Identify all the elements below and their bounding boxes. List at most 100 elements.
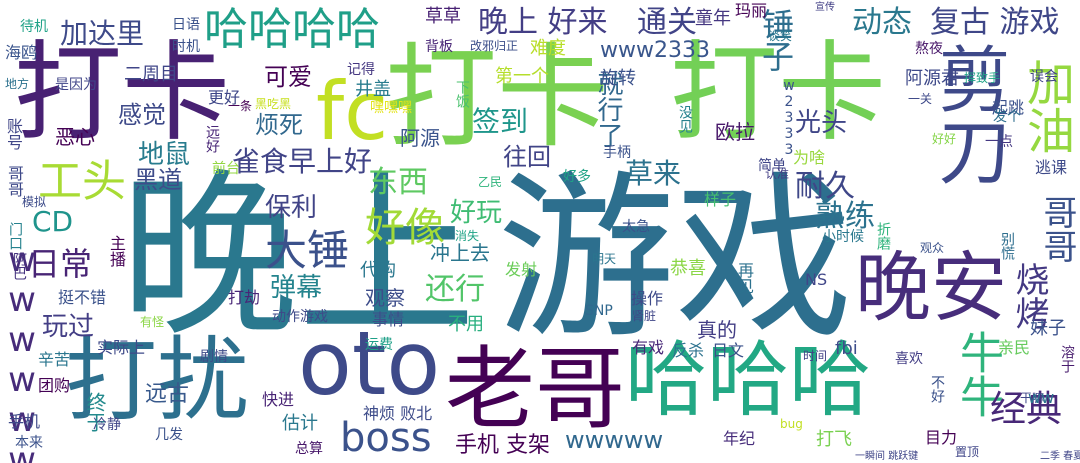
word: 草来 <box>625 157 682 190</box>
word: 样子 <box>704 190 737 209</box>
word: 神烦 败北 <box>363 404 433 423</box>
word: NS <box>805 270 828 289</box>
word: 观众 <box>920 241 945 255</box>
word: 模拟 <box>22 195 47 209</box>
word: 不用 <box>448 314 484 335</box>
word: 游戏 <box>497 155 853 362</box>
word: 背板 <box>425 39 453 55</box>
word: 总算 <box>295 441 323 457</box>
word: 晚上 好来 <box>478 5 608 40</box>
word: 年纪 <box>723 429 756 448</box>
word: 二周目 <box>124 64 178 85</box>
word: 欧拉 <box>715 120 755 144</box>
word: 别慌 <box>999 232 1015 260</box>
word: 干嘛 <box>1020 391 1045 405</box>
word: 雀食早上好 <box>232 145 373 178</box>
word: 是因为 <box>55 77 97 93</box>
word: 折磨 <box>875 222 891 250</box>
word: 真的 <box>697 318 737 342</box>
word: 动态 <box>852 5 912 40</box>
word: 手机 支架 <box>455 433 550 458</box>
word: 嘿嘿嘿 <box>370 100 412 116</box>
word: 前台 <box>212 161 240 177</box>
word: 旋转 <box>600 68 636 89</box>
word: 溶于 <box>1059 345 1075 373</box>
word: 童年 <box>695 8 731 29</box>
word: 可爱 <box>264 63 312 91</box>
word: 几发 <box>155 427 183 443</box>
word: 锤子 <box>757 8 795 72</box>
word: 地鼠 <box>138 140 191 170</box>
word: bug <box>780 417 803 431</box>
word: 东西 <box>368 165 428 200</box>
word: CD <box>32 205 74 238</box>
word: 玩过 <box>42 312 95 342</box>
word: 观察 <box>365 286 405 310</box>
word: 第一个 <box>495 66 549 87</box>
word: 不好 <box>929 375 945 403</box>
word: 动作游戏 <box>272 309 328 325</box>
word: 代购 <box>360 260 396 281</box>
word: 快进 <box>262 390 295 409</box>
word: 发射 <box>505 260 538 279</box>
word: 估计 <box>282 413 318 434</box>
word: 为啥 <box>793 148 826 167</box>
word: 打劫 <box>228 288 261 307</box>
word: 有戏 <box>632 338 665 357</box>
word: fbi <box>835 338 858 359</box>
word: 难度 <box>530 38 566 59</box>
word: 大锤 <box>265 226 350 275</box>
word: 挺不错 <box>58 288 107 307</box>
word: 阿源 <box>400 126 440 150</box>
word: 海鸥 <box>5 43 38 62</box>
word: 手机 <box>8 412 41 431</box>
word: wwwwww <box>2 240 42 463</box>
word: 没见 <box>677 105 693 133</box>
word: 地方 <box>5 77 30 91</box>
word: fc <box>316 65 389 158</box>
word: 打卡 <box>670 31 887 156</box>
word: 剧情 <box>200 349 228 365</box>
word: 日语 <box>172 17 200 33</box>
word: 阿源君 <box>905 68 959 89</box>
word: 一关 <box>908 92 933 106</box>
word: w2333 <box>781 78 797 158</box>
word: wwwww <box>565 426 664 454</box>
word: 有怪 <box>140 315 165 329</box>
word: 工头 <box>38 156 126 207</box>
word: 通关 <box>637 5 697 40</box>
word: 肾脏 <box>632 309 657 323</box>
word: 熬夜 <box>915 41 943 57</box>
word: 操作 <box>631 289 664 308</box>
word: 二季 春夏 <box>1040 451 1080 462</box>
word: 烧烤 <box>1009 262 1049 330</box>
word: 团购 <box>38 376 71 395</box>
word: 时机 <box>172 39 200 55</box>
word: 记得 <box>347 62 375 78</box>
word: 更好 <box>208 88 241 107</box>
word: 事情 <box>372 310 405 329</box>
word: 哥哥 <box>1037 195 1077 263</box>
word: 亲民 <box>998 338 1031 357</box>
word: SNP <box>585 303 613 319</box>
word: oto <box>298 312 441 415</box>
word: 再见 <box>735 262 754 294</box>
word: 实际上 <box>97 338 146 357</box>
word: 一点 <box>985 134 1013 150</box>
word: 冲上去 <box>430 241 490 265</box>
word: 宣传 <box>815 2 835 13</box>
word: 手柄 <box>603 145 631 161</box>
word: 喜欢 <box>895 351 923 367</box>
word: 门口 <box>7 222 23 250</box>
word: 加达里 <box>60 17 145 50</box>
word: 草草 <box>425 6 461 27</box>
word: 牛牛 <box>952 330 1003 418</box>
word: 好玩 <box>450 198 503 228</box>
word: 烦死 <box>255 111 303 139</box>
word: 远好 <box>204 125 220 153</box>
word: 哥哥 <box>5 165 24 197</box>
word: www2333 <box>600 38 710 63</box>
word: 加油 <box>1018 58 1074 154</box>
word: 谈笑 <box>768 29 793 43</box>
